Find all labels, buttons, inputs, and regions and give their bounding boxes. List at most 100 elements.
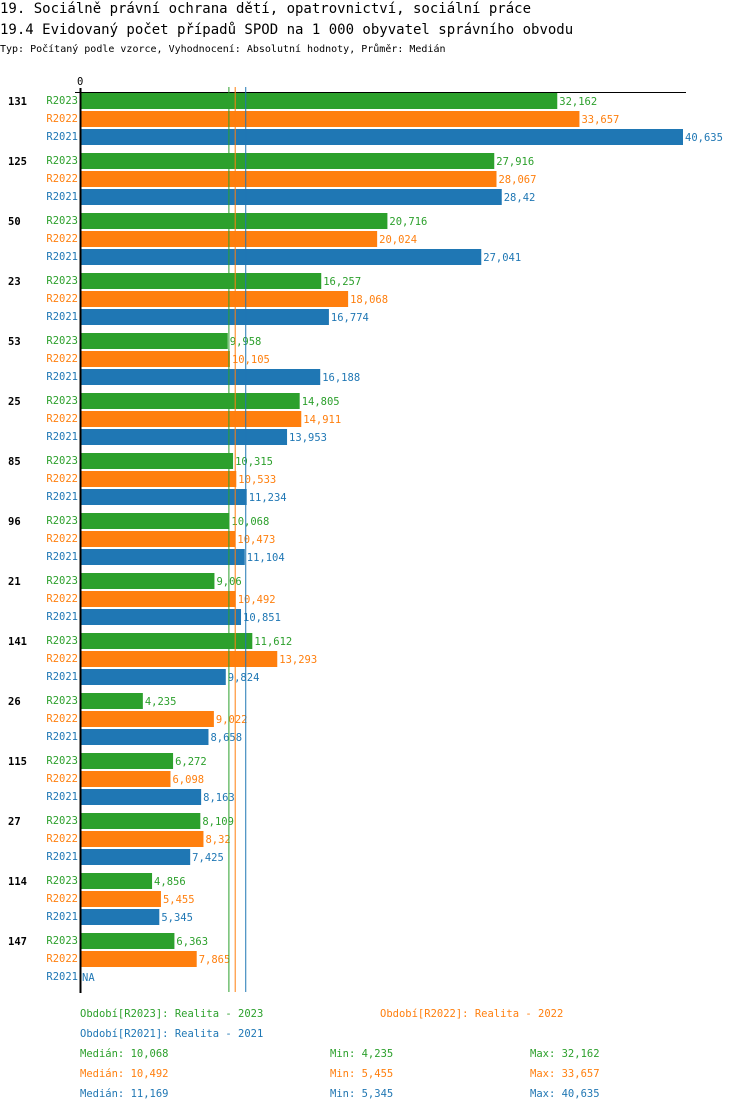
data-label: 10,473 xyxy=(237,534,275,546)
series-label: R2022 xyxy=(46,653,78,665)
series-label: R2023 xyxy=(46,515,78,527)
category-label: 125 xyxy=(8,156,27,168)
bar xyxy=(80,573,215,589)
data-label: 10,851 xyxy=(243,612,281,624)
data-label: 5,345 xyxy=(161,912,193,924)
bar xyxy=(80,213,388,229)
series-label: R2021 xyxy=(46,431,78,443)
series-label: R2021 xyxy=(46,851,78,863)
data-label: 14,911 xyxy=(303,414,341,426)
bar xyxy=(80,609,242,625)
series-label: R2023 xyxy=(46,335,78,347)
data-label: 4,235 xyxy=(145,696,177,708)
bar xyxy=(80,333,228,349)
category-label: 53 xyxy=(8,336,21,348)
legend-period-r2023: Období[R2023]: Realita - 2023 xyxy=(80,1008,264,1020)
data-label: NA xyxy=(82,972,95,984)
series-label: R2022 xyxy=(46,953,78,965)
bar xyxy=(80,669,226,685)
data-label: 11,234 xyxy=(249,492,287,504)
data-label: 20,024 xyxy=(379,234,417,246)
series-label: R2021 xyxy=(46,791,78,803)
category-label: 26 xyxy=(8,696,21,708)
bar xyxy=(80,849,191,865)
data-label: 16,188 xyxy=(322,372,360,384)
bar xyxy=(80,429,288,445)
data-label: 18,068 xyxy=(350,294,388,306)
series-label: R2022 xyxy=(46,773,78,785)
x-tick-label: 0 xyxy=(77,76,83,88)
category-label: 50 xyxy=(8,216,21,228)
data-label: 8,658 xyxy=(210,732,242,744)
data-label: 10,068 xyxy=(231,516,269,528)
stat-max-r2022: Max: 33,657 xyxy=(530,1068,600,1080)
data-label: 27,041 xyxy=(483,252,521,264)
series-label: R2022 xyxy=(46,533,78,545)
chart-title: 19. Sociálně právní ochrana dětí, opatro… xyxy=(0,1,532,17)
series-label: R2022 xyxy=(46,713,78,725)
bar xyxy=(80,591,236,607)
bar xyxy=(80,369,321,385)
legend-period-r2022: Období[R2022]: Realita - 2022 xyxy=(380,1008,564,1020)
data-label: 13,293 xyxy=(279,654,317,666)
data-label: 9,824 xyxy=(228,672,260,684)
series-label: R2021 xyxy=(46,731,78,743)
series-label: R2021 xyxy=(46,611,78,623)
series-label: R2023 xyxy=(46,275,78,287)
data-label: 8,32 xyxy=(205,834,230,846)
bar xyxy=(80,129,683,145)
bar xyxy=(80,951,197,967)
data-label: 10,492 xyxy=(238,594,276,606)
category-label: 114 xyxy=(8,876,27,888)
category-label: 96 xyxy=(8,516,21,528)
bar xyxy=(80,831,204,847)
data-label: 32,162 xyxy=(559,96,597,108)
stat-min-r2021: Min: 5,345 xyxy=(330,1088,394,1100)
series-label: R2021 xyxy=(46,311,78,323)
data-label: 27,916 xyxy=(496,156,534,168)
bar xyxy=(80,711,214,727)
series-label: R2022 xyxy=(46,593,78,605)
series-label: R2023 xyxy=(46,155,78,167)
series-label: R2022 xyxy=(46,233,78,245)
category-label: 23 xyxy=(8,276,21,288)
bar xyxy=(80,531,236,547)
data-label: 8,163 xyxy=(203,792,235,804)
data-label: 28,067 xyxy=(498,174,536,186)
series-label: R2023 xyxy=(46,575,78,587)
data-label: 10,105 xyxy=(232,354,270,366)
series-label: R2022 xyxy=(46,173,78,185)
series-label: R2021 xyxy=(46,251,78,263)
bar xyxy=(80,909,160,925)
bar xyxy=(80,309,329,325)
bar xyxy=(80,273,322,289)
stat-median-r2023: Medián: 10,068 xyxy=(80,1048,169,1060)
series-label: R2023 xyxy=(46,635,78,647)
chart-type-info: Typ: Počítaný podle vzorce, Vyhodnocení:… xyxy=(0,44,446,55)
bar xyxy=(80,471,237,487)
legend-period-r2021: Období[R2021]: Realita - 2021 xyxy=(80,1028,264,1040)
series-label: R2021 xyxy=(46,131,78,143)
series-label: R2023 xyxy=(46,815,78,827)
data-label: 10,315 xyxy=(235,456,273,468)
series-label: R2023 xyxy=(46,95,78,107)
bar xyxy=(80,633,253,649)
series-label: R2021 xyxy=(46,191,78,203)
data-label: 6,272 xyxy=(175,756,207,768)
stat-median-r2022: Medián: 10,492 xyxy=(80,1068,169,1080)
series-label: R2023 xyxy=(46,695,78,707)
stat-min-r2022: Min: 5,455 xyxy=(330,1068,394,1080)
bar xyxy=(80,789,202,805)
series-label: R2022 xyxy=(46,833,78,845)
series-label: R2023 xyxy=(46,755,78,767)
series-label: R2023 xyxy=(46,395,78,407)
series-label: R2023 xyxy=(46,215,78,227)
bar xyxy=(80,549,245,565)
series-label: R2022 xyxy=(46,113,78,125)
series-label: R2021 xyxy=(46,911,78,923)
data-label: 6,098 xyxy=(172,774,204,786)
data-label: 7,865 xyxy=(199,954,231,966)
data-label: 13,953 xyxy=(289,432,327,444)
series-label: R2022 xyxy=(46,413,78,425)
stat-max-r2021: Max: 40,635 xyxy=(530,1088,600,1100)
